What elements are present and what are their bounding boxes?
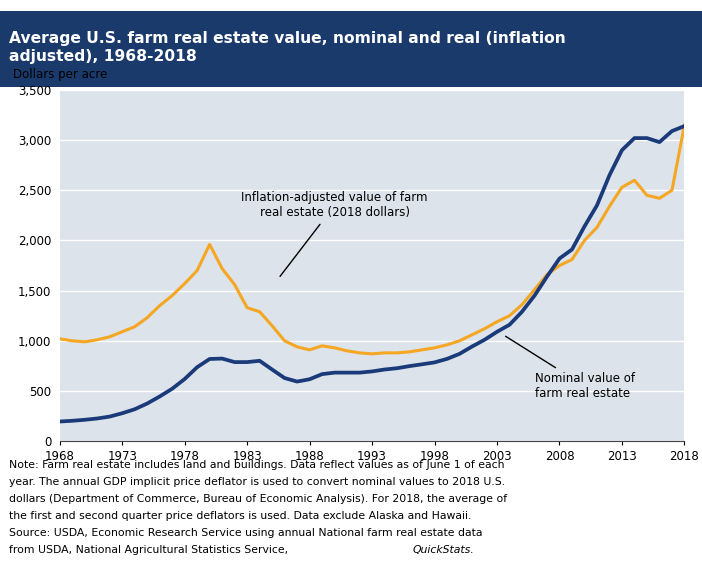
- Text: from USDA, National Agricultural Statistics Service,: from USDA, National Agricultural Statist…: [9, 545, 292, 555]
- Text: Note: Farm real estate includes land and buildings. Data reflect values as of Ju: Note: Farm real estate includes land and…: [9, 460, 505, 470]
- Text: Inflation-adjusted value of farm
real estate (2018 dollars): Inflation-adjusted value of farm real es…: [241, 191, 428, 277]
- Text: .: .: [470, 545, 474, 555]
- Text: Nominal value of
farm real estate: Nominal value of farm real estate: [505, 336, 635, 400]
- Text: Average U.S. farm real estate value, nominal and real (inflation
adjusted), 1968: Average U.S. farm real estate value, nom…: [9, 31, 566, 65]
- Text: year. The annual GDP implicit price deflator is used to convert nominal values t: year. The annual GDP implicit price defl…: [9, 477, 505, 487]
- Text: Dollars per acre: Dollars per acre: [13, 68, 107, 81]
- Text: the first and second quarter price deflators is used. Data exclude Alaska and Ha: the first and second quarter price defla…: [9, 511, 472, 521]
- Text: QuickStats: QuickStats: [413, 545, 471, 555]
- Text: dollars (Department of Commerce, Bureau of Economic Analysis). For 2018, the ave: dollars (Department of Commerce, Bureau …: [9, 494, 508, 504]
- Text: Source: USDA, Economic Research Service using annual National farm real estate d: Source: USDA, Economic Research Service …: [9, 528, 483, 538]
